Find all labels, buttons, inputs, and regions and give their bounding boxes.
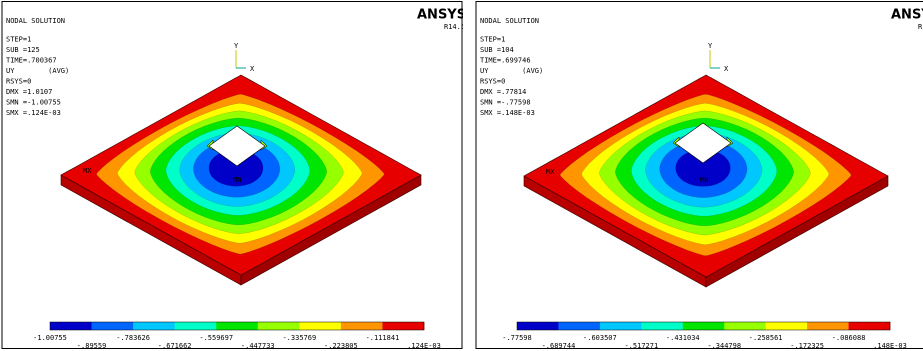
info-line: SMX =.148E-03 xyxy=(480,109,535,117)
legend-swatch xyxy=(174,322,217,330)
info-line: NODAL SOLUTION xyxy=(6,17,65,25)
legend-swatch xyxy=(216,322,259,330)
hole xyxy=(674,122,732,164)
legend-swatch xyxy=(765,322,808,330)
legend-label: -.086088 xyxy=(832,334,866,342)
info-line: SMN =-.77598 xyxy=(480,99,531,107)
axis-y-label: Y xyxy=(234,42,239,50)
info-line: RSYS=0 xyxy=(6,78,31,86)
version: R14.5 xyxy=(918,23,923,31)
info-line: NODAL SOLUTION xyxy=(480,17,539,25)
axis-y-label: Y xyxy=(708,42,713,50)
legend-swatch xyxy=(257,322,300,330)
info-line: STEP=1 xyxy=(480,36,505,44)
legend-swatch xyxy=(599,322,642,330)
axis-x-label: X xyxy=(250,65,255,73)
legend-label: -.783626 xyxy=(116,334,150,342)
legend-label: -.335769 xyxy=(282,334,316,342)
max-label: MX xyxy=(546,168,555,176)
max-label: MX xyxy=(83,167,92,175)
legend-label: -1.00755 xyxy=(33,334,67,342)
legend-swatch xyxy=(340,322,383,330)
legend-label: -.559697 xyxy=(199,334,233,342)
legend-label: -.172325 xyxy=(790,342,824,350)
legend-label: -.344798 xyxy=(707,342,741,350)
legend-label: -.447733 xyxy=(241,342,275,350)
legend-frame xyxy=(516,321,891,331)
info-line: TIME=.699746 xyxy=(480,57,531,65)
legend-swatch xyxy=(641,322,684,330)
logo: ANSYS xyxy=(891,8,923,23)
legend-swatch xyxy=(682,322,725,330)
legend-swatch xyxy=(558,322,601,330)
info-line: UY (AVG) xyxy=(480,67,543,75)
legend-swatch xyxy=(517,322,559,330)
legend-label: -.689744 xyxy=(542,342,576,350)
min-label: MN xyxy=(233,176,241,184)
info-line: DMX =.77814 xyxy=(480,88,526,96)
legend-label: -.89559 xyxy=(77,342,107,350)
legend-swatch xyxy=(133,322,175,330)
legend-label: -.77598 xyxy=(502,334,532,342)
legend-label: -.223805 xyxy=(324,342,358,350)
hole xyxy=(208,125,266,167)
legend-label: -.517271 xyxy=(624,342,658,350)
info-line: SUB =125 xyxy=(6,46,40,54)
min-label: MN xyxy=(700,176,708,184)
legend-frame xyxy=(49,321,425,331)
info-line: DMX =1.0107 xyxy=(6,88,52,96)
info-line: SUB =104 xyxy=(480,46,514,54)
info-line: STEP=1 xyxy=(6,36,31,44)
legend-label: .124E-03 xyxy=(407,342,441,350)
info-line: SMX =.124E-03 xyxy=(6,109,61,117)
legend-label: -.431034 xyxy=(666,334,700,342)
logo: ANSYS xyxy=(417,8,466,23)
legend-label: -.603507 xyxy=(583,334,617,342)
legend-swatch xyxy=(848,322,891,330)
info-line: UY (AVG) xyxy=(6,67,69,75)
legend-swatch xyxy=(724,322,766,330)
legend-swatch xyxy=(50,322,92,330)
legend-swatch xyxy=(807,322,849,330)
info-line: SMN =-1.00755 xyxy=(6,99,61,107)
version: R14.5 xyxy=(444,23,465,31)
legend-label: .148E-03 xyxy=(873,342,907,350)
axis-x-label: X xyxy=(724,65,729,73)
legend-swatch xyxy=(91,322,134,330)
info-line: TIME=.700367 xyxy=(6,57,57,65)
legend-swatch xyxy=(382,322,425,330)
legend-label: -.111841 xyxy=(366,334,400,342)
legend-label: -.671662 xyxy=(158,342,192,350)
legend-label: -.258561 xyxy=(749,334,783,342)
info-line: RSYS=0 xyxy=(480,78,505,86)
legend-swatch xyxy=(299,322,342,330)
